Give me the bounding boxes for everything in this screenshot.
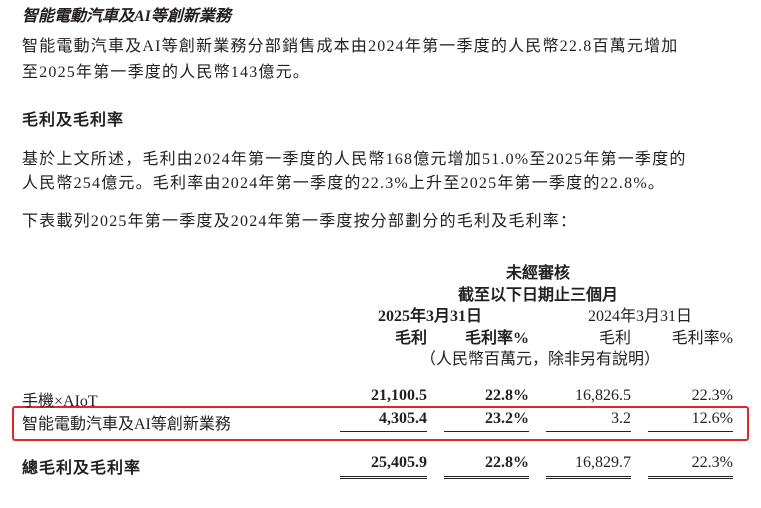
highlight-box bbox=[12, 406, 749, 441]
col-header-gp-2025: 毛利 bbox=[394, 330, 427, 347]
row-label: 智能電動汽車及AI等創新業務 bbox=[22, 416, 231, 433]
header-date-2025: 2025年3月31日 bbox=[377, 308, 482, 325]
col-header-gpm-2025: 毛利率% bbox=[464, 330, 529, 347]
cell: 21,100.5 bbox=[371, 387, 427, 404]
cell: 22.8% bbox=[444, 454, 529, 479]
paragraph-3: 下表載列2025年第一季度及2024年第一季度按分部劃分的毛利及毛利率： bbox=[22, 213, 578, 230]
cell: 25,405.9 bbox=[340, 454, 427, 479]
cell: 22.3% bbox=[691, 387, 733, 404]
heading-gross-profit: 毛利及毛利率 bbox=[22, 112, 125, 129]
cell: 12.6% bbox=[648, 410, 733, 432]
paragraph-1-line-1: 智能電動汽車及AI等創新業務分部銷售成本由2024年第一季度的人民幣22.8百萬… bbox=[22, 38, 679, 55]
paragraph-2-line-1: 基於上文所述，毛利由2024年第一季度的人民幣168億元增加51.0%至2025… bbox=[22, 151, 687, 168]
col-header-gpm-2024: 毛利率% bbox=[671, 330, 733, 347]
row-label: 手機×AIoT bbox=[22, 393, 98, 410]
section-title: 智能電動汽車及AI等創新業務 bbox=[22, 8, 231, 25]
cell: 16,829.7 bbox=[546, 454, 631, 479]
header-period: 截至以下日期止三個月 bbox=[457, 287, 618, 304]
cell: 16,826.5 bbox=[575, 387, 631, 404]
cell: 22.3% bbox=[648, 454, 733, 479]
paragraph-1-line-2: 至2025年第一季度的人民幣143億元。 bbox=[22, 64, 311, 81]
cell: 3.2 bbox=[546, 410, 631, 432]
cell: 4,305.4 bbox=[340, 410, 427, 432]
unit-note: （人民幣百萬元，除非另有說明） bbox=[419, 351, 660, 368]
cell: 23.2% bbox=[444, 410, 529, 432]
header-unaudited: 未經審核 bbox=[505, 265, 570, 282]
row-label: 總毛利及毛利率 bbox=[22, 460, 142, 477]
cell: 22.8% bbox=[485, 387, 529, 404]
header-date-2024: 2024年3月31日 bbox=[587, 308, 692, 325]
col-header-gp-2024: 毛利 bbox=[598, 330, 631, 347]
paragraph-2-line-2: 人民幣254億元。毛利率由2024年第一季度的22.3%上升至2025年第一季度… bbox=[22, 175, 666, 192]
